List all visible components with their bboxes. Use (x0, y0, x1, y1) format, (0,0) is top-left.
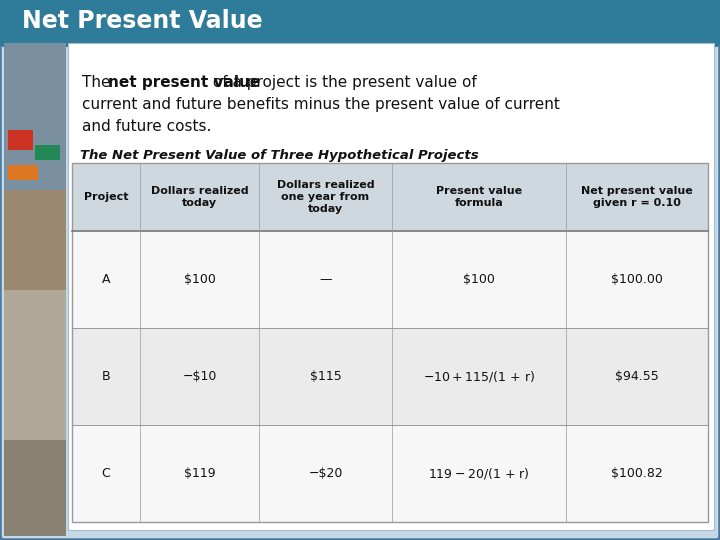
FancyBboxPatch shape (0, 0, 720, 47)
Text: Net present value
given r = 0.10: Net present value given r = 0.10 (581, 186, 693, 208)
Text: C: C (102, 467, 110, 480)
Text: $100: $100 (463, 273, 495, 286)
Bar (8, 165, 38, 180)
Text: The Net Present Value of Three Hypothetical Projects: The Net Present Value of Three Hypotheti… (80, 149, 479, 162)
Bar (4, 0, 716, 43)
Text: of a project is the present value of: of a project is the present value of (208, 75, 477, 90)
Text: $100.00: $100.00 (611, 273, 663, 286)
Text: Dollars realized
today: Dollars realized today (150, 186, 248, 208)
Bar (4, 43, 66, 536)
Text: $119 − $20/(1 + r): $119 − $20/(1 + r) (428, 466, 529, 481)
Text: A: A (102, 273, 110, 286)
Bar (68, 43, 714, 530)
Text: and future costs.: and future costs. (82, 119, 212, 134)
Text: $94.55: $94.55 (615, 370, 659, 383)
Text: B: B (102, 370, 110, 383)
Text: Net Present Value: Net Present Value (22, 9, 263, 33)
Text: $115: $115 (310, 370, 341, 383)
Text: Dollars realized
one year from
today: Dollars realized one year from today (276, 180, 374, 214)
Bar (8, 130, 33, 150)
Bar (72, 231, 708, 328)
Text: net present value: net present value (108, 75, 260, 90)
Bar (4, 290, 66, 440)
Bar (4, 440, 66, 536)
Text: The: The (82, 75, 115, 90)
Text: −$20: −$20 (308, 467, 343, 480)
Text: −$10 + $115/(1 + r): −$10 + $115/(1 + r) (423, 369, 535, 384)
Text: current and future benefits minus the present value of current: current and future benefits minus the pr… (82, 97, 560, 112)
Text: $100.82: $100.82 (611, 467, 663, 480)
Bar (72, 425, 708, 522)
Text: $119: $119 (184, 467, 215, 480)
Text: Present value
formula: Present value formula (436, 186, 522, 208)
Bar (72, 163, 708, 522)
Text: Project: Project (84, 192, 128, 202)
Text: —: — (319, 273, 332, 286)
Bar (72, 163, 708, 231)
Text: $100: $100 (184, 273, 215, 286)
Bar (35, 145, 60, 160)
Bar (4, 190, 66, 290)
Text: −$10: −$10 (182, 370, 217, 383)
Bar (4, 43, 66, 190)
Bar (72, 328, 708, 425)
